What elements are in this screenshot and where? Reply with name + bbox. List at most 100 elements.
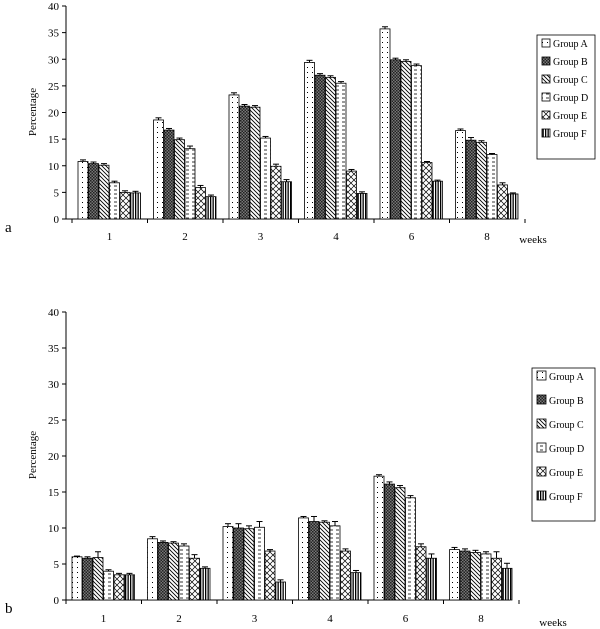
bar-group-b-week-8 — [465, 139, 477, 220]
bar-group-f-week-3 — [275, 581, 286, 601]
y-tick-label: 25 — [48, 415, 60, 427]
bar-group-f-week-8 — [501, 567, 513, 601]
legend-swatch — [536, 442, 547, 453]
bar-group-d-week-3 — [254, 526, 265, 601]
bar-group-c-week-6 — [400, 60, 412, 220]
legend: Group A Group B Group C Group D Group E Group… — [531, 367, 596, 522]
legend-swatch — [541, 110, 551, 120]
legend-label: Group C — [553, 75, 588, 86]
bar-group-e-week-2 — [195, 187, 206, 220]
x-tick-label: 2 — [176, 613, 182, 625]
y-tick-label: 20 — [48, 108, 60, 120]
bar-group-d-week-1 — [109, 182, 120, 220]
bar-group-a-week-1 — [71, 556, 83, 601]
chart-panel-b: 0 5 10 15 20 25 30 35 40 Percentage 1 2 3 4 6 8 weeks b Gr… — [5, 307, 596, 629]
bar-group-d-week-8 — [480, 553, 492, 601]
bar-group-c-week-1 — [98, 164, 110, 220]
legend-label: Group F — [549, 492, 583, 503]
bar-group-a-week-2 — [153, 119, 164, 220]
legend-label: Group B — [553, 57, 588, 68]
bar-group-a-week-8 — [449, 549, 460, 601]
legend: Group A Group B Group C Group D Group E Group… — [536, 34, 596, 160]
y-tick-label: 25 — [48, 81, 60, 93]
y-axis-label: Percentage — [27, 431, 39, 479]
bar-group-d-week-1 — [103, 570, 114, 601]
bar-group-f-week-1 — [124, 574, 135, 601]
legend-swatch — [536, 370, 547, 381]
bar-group-f-week-4 — [350, 572, 362, 601]
bar-group-e-week-1 — [113, 574, 125, 601]
bar-group-d-week-2 — [178, 545, 190, 601]
bar-group-c-week-4 — [319, 521, 330, 601]
bar-group-b-week-2 — [157, 542, 169, 601]
bar-group-a-week-8 — [455, 130, 466, 220]
bar-group-b-week-4 — [308, 521, 320, 601]
x-tick-label: 8 — [478, 613, 484, 625]
legend-swatch — [536, 490, 547, 501]
bar-group-c-week-8 — [476, 141, 487, 220]
x-tick-label: 3 — [252, 613, 258, 625]
bar-group-b-week-3 — [233, 527, 244, 601]
bar-group-c-week-4 — [325, 76, 336, 220]
x-tick-label: 1 — [101, 613, 107, 625]
legend-label: Group A — [553, 39, 589, 50]
bar-group-f-week-2 — [199, 567, 211, 601]
x-tick-label: 4 — [327, 613, 333, 625]
x-axis-label: weeks — [539, 617, 567, 629]
x-tick-label: 4 — [333, 231, 339, 243]
y-axis-label: Percentage — [27, 88, 39, 136]
bar-group-e-week-1 — [119, 191, 131, 220]
x-tick-label: 8 — [484, 231, 490, 243]
bar-group-f-week-3 — [281, 181, 292, 220]
bar-group-e-week-2 — [189, 557, 200, 601]
legend-swatch — [536, 466, 547, 477]
y-tick-label: 40 — [48, 1, 60, 13]
panel-label: b — [5, 601, 13, 617]
bar-group-d-week-6 — [405, 497, 416, 601]
chart-panel-a: 0 5 10 15 20 25 30 35 40 Percentage 1 2 3 4 6 8 weeks a Gr… — [5, 1, 596, 246]
bar-group-e-week-6 — [421, 162, 433, 220]
legend-label: Group E — [549, 468, 583, 479]
bar-group-d-week-4 — [329, 525, 341, 601]
x-tick-label: 6 — [409, 231, 415, 243]
bar-group-b-week-2 — [163, 129, 175, 220]
bar-group-b-week-8 — [459, 550, 471, 601]
bar-group-b-week-4 — [314, 74, 326, 220]
bar-group-a-week-1 — [77, 161, 89, 220]
bar-group-c-week-6 — [394, 487, 406, 601]
bar-group-c-week-8 — [470, 552, 481, 601]
bar-group-d-week-8 — [486, 154, 498, 220]
bar-group-d-week-3 — [260, 137, 271, 220]
bar-group-c-week-3 — [243, 528, 255, 601]
bar-group-f-week-6 — [432, 180, 443, 220]
bar-group-d-week-4 — [335, 82, 347, 220]
bar-group-f-week-6 — [426, 557, 437, 601]
bar-group-e-week-4 — [340, 550, 351, 601]
bar-group-a-week-4 — [304, 62, 315, 220]
y-tick-label: 5 — [54, 187, 60, 199]
legend-label: Group B — [549, 396, 584, 407]
bar-group-f-week-4 — [356, 193, 368, 220]
bar-group-c-week-2 — [174, 139, 185, 220]
bar-group-f-week-1 — [130, 192, 141, 220]
x-tick-label: 6 — [403, 613, 409, 625]
y-tick-label: 0 — [54, 595, 60, 607]
legend-swatch — [541, 74, 551, 84]
x-tick-label: 1 — [107, 231, 113, 243]
bar-group-b-week-6 — [384, 483, 395, 601]
y-tick-label: 15 — [48, 487, 60, 499]
x-axis-label: weeks — [519, 234, 547, 246]
y-tick-label: 10 — [48, 523, 60, 535]
bar-group-a-week-3 — [228, 94, 240, 220]
bar-group-c-week-2 — [168, 542, 179, 601]
bar-group-e-week-4 — [346, 170, 357, 220]
bar-group-e-week-8 — [491, 557, 502, 601]
bar-group-e-week-3 — [270, 165, 282, 220]
y-tick-label: 10 — [48, 161, 60, 173]
y-tick-label: 40 — [48, 307, 60, 319]
bar-group-b-week-1 — [88, 163, 99, 220]
y-tick-label: 5 — [54, 559, 60, 571]
y-tick-label: 35 — [48, 28, 60, 40]
bar-group-c-week-3 — [249, 106, 261, 220]
